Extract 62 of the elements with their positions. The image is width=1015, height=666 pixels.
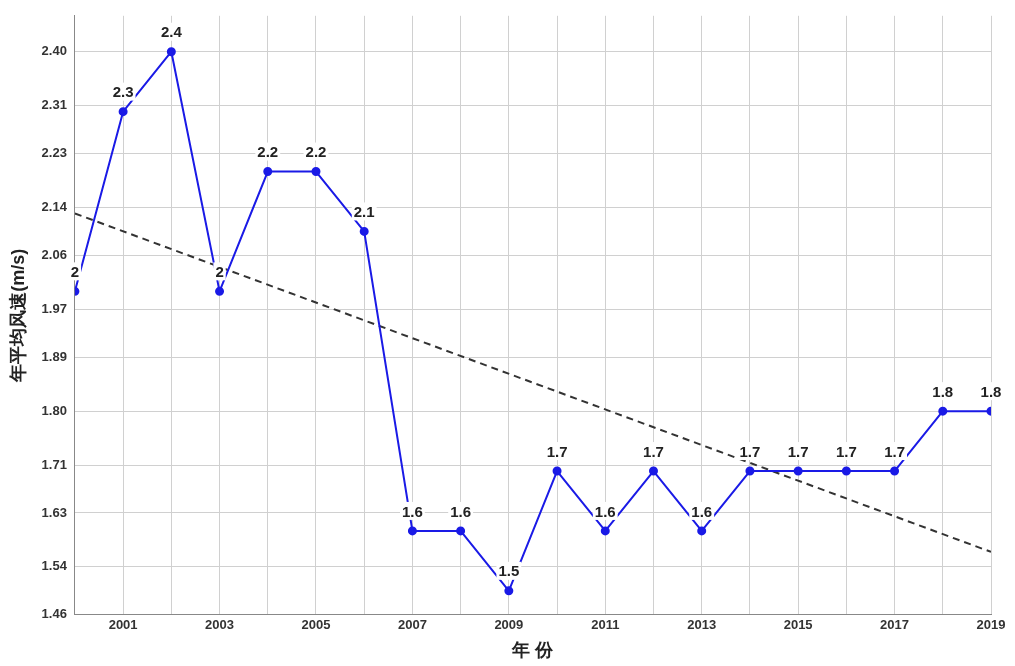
y-tick-label: 2.40 [41,43,67,59]
point [648,466,658,476]
data-label: 2 [70,262,80,280]
data-label: 1.5 [498,562,520,580]
data-label: 2.2 [257,143,279,161]
y-tick-label: 2.23 [41,145,67,161]
data-label: 2 [215,262,224,280]
x-tick-label: 2011 [591,617,620,633]
y-axis-title: 年平均风速(m/s) [7,248,28,383]
data-label: 1.6 [450,502,472,520]
point [841,466,851,476]
data-label: 1.6 [594,502,616,520]
point [263,167,273,177]
y-tick-label: 2.14 [41,199,68,215]
y-tick-label: 1.71 [41,456,67,472]
data-label: 1.7 [546,442,568,460]
point [890,466,900,476]
data-label: 1.7 [739,442,761,460]
data-label: 1.7 [643,442,664,460]
point [552,466,562,476]
data-label: 2.1 [353,203,375,221]
y-tick-label: 1.63 [41,504,67,520]
x-tick-label: 2015 [783,617,813,633]
data-label: 2.3 [112,83,134,101]
y-tick-label: 1.89 [41,348,67,364]
data-label: 1.7 [787,442,809,460]
data-label: 2.4 [160,23,183,41]
point [215,286,225,296]
point [166,47,176,57]
point [311,167,321,177]
y-tick-label: 2.31 [41,97,67,113]
x-tick-label: 2003 [205,617,235,633]
point [118,107,128,117]
point [793,466,803,476]
data-label: 1.8 [980,382,1002,400]
y-tick-label: 1.97 [41,300,67,316]
y-tick-label: 1.80 [41,402,67,418]
data-label: 1.8 [932,382,954,400]
point [407,526,417,536]
x-tick-label: 2001 [108,617,138,633]
data-label: 1.7 [884,442,905,460]
point [745,466,755,476]
y-tick-label: 2.06 [41,246,67,262]
x-tick-label: 2007 [397,617,427,633]
y-tick-label: 1.46 [41,606,67,622]
x-tick-label: 2009 [494,617,524,633]
point [600,526,610,536]
point [697,526,707,536]
x-tick-label: 2019 [976,617,1006,633]
x-tick-label: 2013 [687,617,717,633]
y-tick-label: 1.54 [41,558,68,574]
point [504,586,514,596]
data-label: 1.7 [835,442,857,460]
x-tick-label: 2005 [301,617,331,633]
point [359,226,369,236]
x-axis-title: 年 份 [511,640,555,661]
x-tick-label: 2017 [880,617,910,633]
point [938,406,948,416]
data-label: 1.6 [401,502,423,520]
point [456,526,466,536]
data-label: 2.2 [305,143,327,161]
data-label: 1.6 [691,502,713,520]
